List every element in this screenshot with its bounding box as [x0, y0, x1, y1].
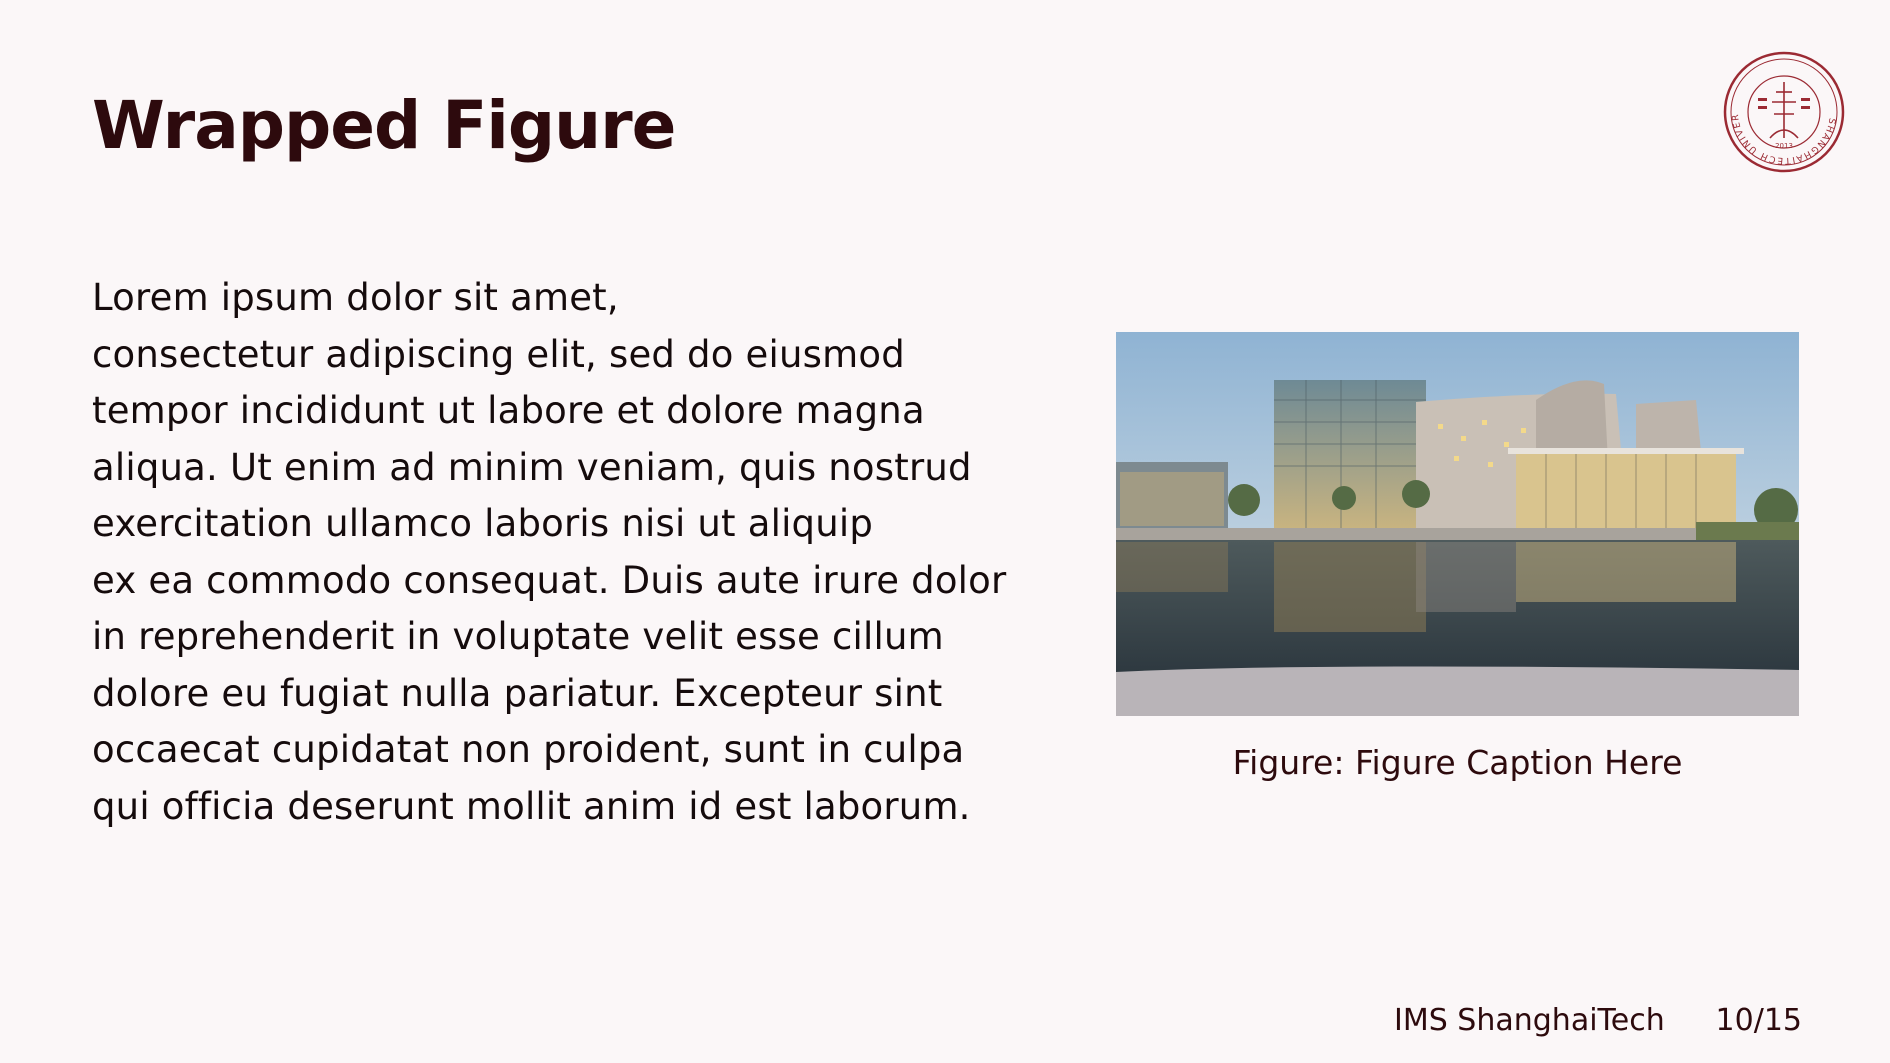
- body-text-line: tempor incididunt ut labore et dolore ma…: [92, 389, 925, 432]
- figure: Figure: Figure Caption Here: [1116, 332, 1799, 782]
- campus-building-photo: [1116, 332, 1799, 716]
- body-text-line: ex ea commodo consequat. Duis aute irure…: [92, 558, 1007, 602]
- figure-caption: Figure: Figure Caption Here: [1232, 743, 1683, 782]
- body-text-line: consectetur adipiscing elit, sed do eius…: [92, 332, 905, 376]
- slide-title: Wrapped Figure: [92, 87, 676, 164]
- body-text-line: occaecat cupidatat non proident, sunt in…: [92, 728, 965, 771]
- seal-year: 2013: [1775, 142, 1793, 150]
- body-text-line: in reprehenderit in voluptate velit esse…: [92, 615, 944, 658]
- page-number: 10/15: [1715, 1003, 1802, 1038]
- university-seal-logo: SHANGHAITECH UNIVERSITY 2013: [1722, 50, 1845, 173]
- body-text-line: qui officia deserunt mollit anim id est …: [92, 784, 971, 828]
- body-text-line: aliqua. Ut enim ad minim veniam, quis no…: [92, 445, 972, 489]
- body-paragraph: Lorem ipsum dolor sit amet, consectetur a…: [92, 270, 1082, 835]
- body-text-line: Lorem ipsum dolor sit amet,: [92, 276, 619, 319]
- body-text-line: dolore eu fugiat nulla pariatur. Excepte…: [92, 671, 943, 715]
- footer-organization: IMS ShanghaiTech: [1394, 1003, 1665, 1038]
- body-text-line: exercitation ullamco laboris nisi ut ali…: [92, 502, 874, 545]
